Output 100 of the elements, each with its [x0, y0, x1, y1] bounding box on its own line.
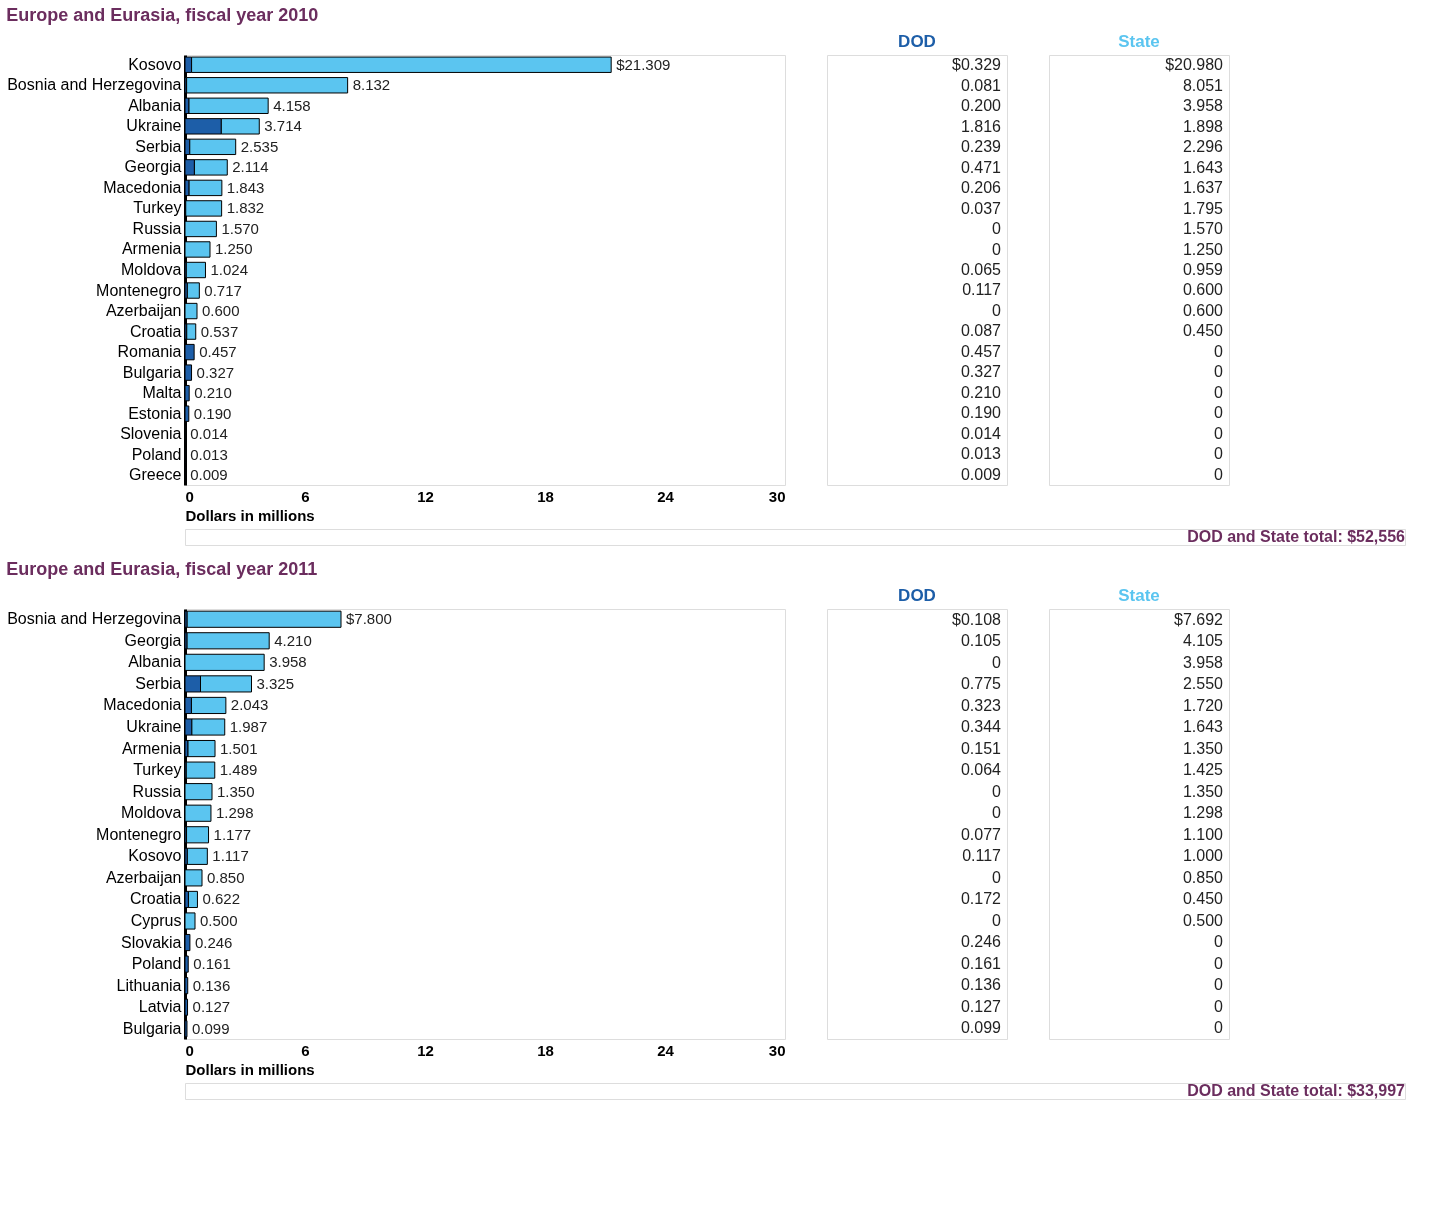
- total-label: 1.177: [213, 825, 252, 843]
- data-label: $7.692: [1174, 610, 1224, 628]
- y-tick-label: Montenegro: [96, 825, 182, 843]
- y-tick-label: Lithuania: [116, 976, 182, 994]
- data-label: 0.327: [960, 363, 1002, 381]
- data-label: 0: [1214, 976, 1224, 994]
- data-label: $20.980: [1165, 56, 1224, 74]
- total-label: $7.800: [346, 610, 392, 628]
- total-label: 3.958: [269, 653, 307, 671]
- x-axis-title: Dollars in millions: [185, 1060, 315, 1078]
- total-label: 1.024: [210, 261, 249, 278]
- y-tick-label: Georgia: [124, 631, 182, 649]
- data-label: 1.570: [1182, 220, 1224, 238]
- y-tick-label: Moldova: [121, 261, 182, 278]
- y-tick-label: Montenegro: [96, 281, 182, 299]
- data-label: 0.013: [960, 445, 1002, 463]
- data-label: 1.643: [1182, 158, 1224, 176]
- y-tick-label: Russia: [132, 219, 182, 237]
- total-label: 0.013: [190, 445, 228, 463]
- data-label: 3.958: [1182, 97, 1224, 115]
- y-tick-label: Macedonia: [103, 178, 182, 196]
- total-label: 2.043: [230, 696, 269, 714]
- x-tick-label: 18: [537, 487, 554, 505]
- x-tick-label: 0: [185, 1041, 194, 1059]
- data-label: 0.014: [960, 424, 1002, 442]
- x-tick-label: 24: [657, 487, 675, 505]
- y-tick-label: Ukraine: [126, 718, 182, 736]
- data-label: 1.350: [1182, 739, 1224, 757]
- data-label: 0.959: [1182, 261, 1224, 278]
- data-label: 0: [992, 804, 1002, 822]
- total-label: 1.843: [226, 178, 265, 196]
- x-tick-label: 12: [417, 1041, 434, 1059]
- data-label: 2.296: [1182, 138, 1224, 156]
- data-label: 0: [1214, 383, 1224, 401]
- data-label: 0: [992, 868, 1002, 886]
- x-tick-label: 30: [768, 1041, 786, 1059]
- y-tick-label: Bosnia and Herzegovina: [7, 610, 182, 628]
- total-label: 1.298: [215, 804, 254, 822]
- data-label: 0: [1214, 404, 1224, 422]
- total-label: 1.250: [215, 240, 253, 258]
- total-label: 2.535: [240, 137, 279, 155]
- data-label: 0: [1214, 465, 1224, 483]
- data-label: 0.850: [1182, 868, 1224, 886]
- data-label: 0.077: [960, 825, 1002, 843]
- data-label: 0: [992, 653, 1002, 671]
- data-label: 2.550: [1182, 675, 1224, 693]
- data-label: 0.600: [1182, 281, 1224, 299]
- y-tick-label: Kosovo: [128, 55, 182, 73]
- data-label: 0: [992, 782, 1002, 800]
- data-label: 0.450: [1182, 322, 1224, 340]
- y-tick-label: Macedonia: [103, 696, 182, 714]
- total-label: 8.132: [352, 76, 391, 94]
- y-tick-label: Croatia: [129, 890, 182, 908]
- data-label: 8.051: [1182, 76, 1224, 94]
- data-label: 1.100: [1182, 825, 1224, 843]
- text: State: [1118, 586, 1160, 605]
- y-tick-label: Slovakia: [121, 933, 182, 951]
- data-label: 0: [992, 220, 1002, 238]
- data-label: 0.151: [960, 739, 1002, 757]
- data-label: $0.329: [952, 56, 1002, 74]
- data-label: 0: [992, 911, 1002, 929]
- total-label: 1.570: [221, 219, 259, 237]
- total-label: 0.717: [204, 281, 242, 299]
- y-tick-label: Poland: [131, 955, 182, 973]
- data-label: 1.720: [1182, 696, 1224, 714]
- data-label: 0.081: [960, 76, 1002, 94]
- total-label: 3.714: [264, 117, 302, 135]
- total-label: 0.099: [191, 1019, 230, 1037]
- data-label: 1.350: [1182, 782, 1224, 800]
- y-tick-label: Poland: [131, 445, 182, 463]
- text: DOD: [898, 586, 936, 605]
- data-label: 0.200: [960, 97, 1002, 115]
- y-tick-label: Azerbaijan: [105, 302, 182, 320]
- x-axis-title: Dollars in millions: [185, 506, 315, 524]
- total-label: 4.158: [273, 96, 311, 114]
- data-label: 4.105: [1182, 632, 1224, 650]
- x-tick-label: 24: [657, 1041, 675, 1059]
- x-tick-label: 30: [768, 487, 786, 505]
- total-label: 0.127: [192, 998, 231, 1016]
- x-tick-label: 6: [301, 487, 310, 505]
- y-tick-label: Croatia: [129, 322, 182, 340]
- y-tick-label: Azerbaijan: [105, 868, 182, 886]
- data-label: 0.500: [1182, 911, 1224, 929]
- data-label: 0: [1214, 445, 1224, 463]
- y-tick-label: Serbia: [135, 137, 182, 155]
- total-label: 1.489: [219, 761, 258, 779]
- total-label: 1.832: [226, 199, 265, 217]
- data-label: 0: [1214, 363, 1224, 381]
- data-label: 0.210: [960, 383, 1002, 401]
- data-label: 1.000: [1182, 847, 1224, 865]
- data-label: 1.816: [960, 117, 1002, 135]
- y-tick-label: Latvia: [138, 998, 182, 1016]
- y-tick-label: Bulgaria: [122, 1019, 182, 1037]
- data-label: 1.795: [1182, 199, 1224, 217]
- y-tick-label: Greece: [129, 466, 182, 484]
- data-label: 0.009: [960, 465, 1002, 483]
- y-tick-label: Bulgaria: [122, 363, 182, 381]
- y-tick-label: Albania: [128, 653, 182, 671]
- chart-title: Europe and Eurasia, fiscal year 2010: [6, 4, 319, 25]
- x-tick-label: 0: [185, 487, 194, 505]
